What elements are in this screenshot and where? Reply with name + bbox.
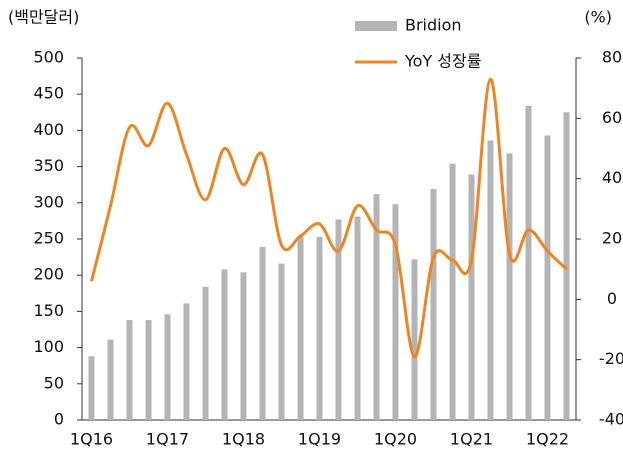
bar: [240, 272, 247, 420]
bar: [335, 219, 342, 420]
bar: [278, 263, 285, 420]
x-tick-label: 1Q19: [298, 430, 341, 449]
bar: [411, 259, 418, 420]
bar: [468, 174, 475, 420]
bar: [525, 105, 532, 420]
bar: [183, 303, 190, 420]
y-tick-label: 50: [44, 373, 64, 392]
legend-label: Bridion: [405, 16, 462, 35]
bar: [202, 286, 209, 420]
x-tick-label: 1Q17: [146, 430, 189, 449]
y-tick-label: 150: [33, 301, 64, 320]
bar: [88, 356, 95, 420]
bar: [107, 339, 114, 420]
y-tick-label: 500: [33, 48, 64, 67]
line: [90, 77, 568, 359]
x-tick-label: 1Q16: [70, 430, 113, 449]
y-tick-label: 400: [33, 120, 64, 139]
bar: [430, 189, 437, 420]
y-tick-label: 0: [54, 410, 64, 429]
y-tick-label: 450: [33, 84, 64, 103]
y2-tick-label: 0: [607, 289, 617, 308]
bar: [126, 320, 133, 420]
y2-tick-label: 20: [602, 229, 622, 248]
y2-tick-label: 40: [602, 168, 622, 187]
y-tick-label: 350: [33, 156, 64, 175]
bar: [221, 269, 228, 420]
y2-tick-label: -40: [599, 410, 623, 429]
bar: [506, 153, 513, 420]
bar: [563, 112, 570, 421]
y-tick-label: 250: [33, 229, 64, 248]
y2-tick-label: 80: [602, 48, 622, 67]
y2-tick-label: 60: [602, 108, 622, 127]
y-tick-label: 300: [33, 192, 64, 211]
bar: [297, 235, 304, 420]
bar: [259, 246, 266, 420]
bar: [544, 135, 551, 420]
bar: [316, 236, 323, 420]
bar: [392, 204, 399, 420]
x-tick-label: 1Q20: [374, 430, 417, 449]
y-unit: (백만달러): [8, 8, 79, 27]
x-tick-label: 1Q21: [450, 430, 493, 449]
bar: [487, 140, 494, 420]
bar: [164, 314, 171, 420]
legend-label: YoY 성장률: [404, 52, 481, 71]
x-tick-label: 1Q22: [526, 430, 569, 449]
y2-tick-label: -20: [599, 349, 623, 368]
y-tick-label: 100: [33, 337, 64, 356]
y2-unit: (%): [584, 8, 612, 27]
bar: [373, 194, 380, 420]
legend-swatch: [355, 21, 397, 31]
bar: [354, 216, 361, 420]
y-tick-label: 200: [33, 265, 64, 284]
x-tick-label: 1Q18: [222, 430, 265, 449]
bar: [145, 320, 152, 420]
bar: [449, 163, 456, 421]
